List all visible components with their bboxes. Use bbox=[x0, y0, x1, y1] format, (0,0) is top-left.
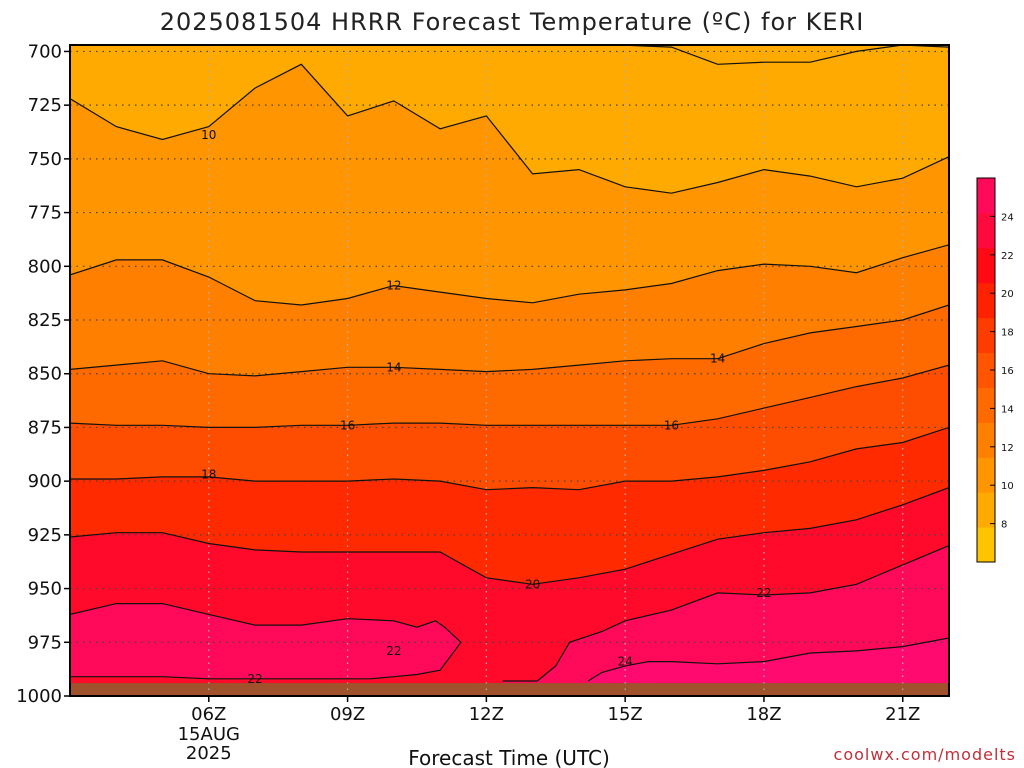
colorbar-swatch-2 bbox=[977, 457, 995, 493]
y-tick-label-725: 725 bbox=[28, 95, 62, 116]
contour-label-22: 22 bbox=[386, 644, 401, 658]
contour-label-14: 14 bbox=[710, 352, 725, 366]
y-axis: 700 725 750 775 800 825 850 875 900 925 950 975 1000 bbox=[16, 41, 70, 707]
y-tick-label-950: 950 bbox=[28, 579, 62, 600]
y-tick-label-975: 975 bbox=[28, 632, 62, 653]
x-axis-label: Forecast Time (UTC) bbox=[408, 746, 610, 768]
colorbar-label-12: 12 bbox=[1001, 443, 1014, 454]
colorbar-swatch-6 bbox=[977, 317, 995, 354]
colorbar-label-24: 24 bbox=[1001, 212, 1014, 223]
x-tick-label-12Z: 12Z bbox=[469, 704, 504, 725]
x-tick-label-09Z: 09Z bbox=[330, 704, 365, 725]
y-tick-label-750: 750 bbox=[28, 149, 62, 170]
ground-layer bbox=[70, 683, 949, 696]
contour-10-1 bbox=[70, 63, 949, 194]
colorbar-label-8: 8 bbox=[1001, 520, 1007, 531]
y-tick-label-925: 925 bbox=[28, 525, 62, 546]
colorbar-label-16: 16 bbox=[1001, 366, 1014, 377]
colorbar-swatch-1 bbox=[977, 492, 995, 528]
credit-text: coolwx.com/modelts bbox=[834, 745, 1016, 764]
contour-8-0 bbox=[620, 45, 949, 65]
y-tick-label-825: 825 bbox=[28, 310, 62, 331]
contour-label-22: 22 bbox=[247, 672, 262, 686]
contour-label-16: 16 bbox=[340, 418, 355, 432]
contour-lines bbox=[70, 45, 949, 682]
y-tick-label-700: 700 bbox=[28, 41, 62, 62]
colorbar-label-14: 14 bbox=[1001, 404, 1014, 415]
contour-16-4 bbox=[70, 364, 949, 428]
x-tick-label-15Z: 15Z bbox=[608, 704, 643, 725]
band-22 bbox=[70, 603, 461, 696]
colorbar-label-18: 18 bbox=[1001, 328, 1014, 339]
x-tick-label-18Z: 18Z bbox=[746, 704, 781, 725]
colorbar-label-10: 10 bbox=[1001, 481, 1014, 492]
colorbar-swatch-3 bbox=[977, 422, 995, 458]
contour-20-6 bbox=[70, 487, 949, 585]
y-tick-label-775: 775 bbox=[28, 203, 62, 224]
contour-12-2 bbox=[70, 244, 949, 306]
contour-18-5 bbox=[70, 426, 949, 491]
contour-label-12: 12 bbox=[386, 279, 401, 293]
y-tick-label-800: 800 bbox=[28, 256, 62, 277]
contour-label-18: 18 bbox=[201, 468, 216, 482]
plot-frame bbox=[69, 44, 950, 697]
x-tick-sublabel-2025: 2025 bbox=[186, 743, 232, 764]
colorbar-swatch-0 bbox=[977, 527, 995, 563]
colorbar-swatch-8 bbox=[977, 247, 995, 284]
x-tick-label-21Z: 21Z bbox=[885, 704, 920, 725]
ground-fill bbox=[70, 683, 949, 696]
colorbar-swatch-10 bbox=[977, 178, 995, 214]
contour-label-24: 24 bbox=[618, 655, 633, 669]
x-tick-label-06Z: 06Z bbox=[191, 704, 226, 725]
y-tick-label-850: 850 bbox=[28, 364, 62, 385]
contour-labels: 10 12 14 14 16 16 18 20 22 22 22 24 bbox=[201, 128, 771, 686]
contour-22-7 bbox=[70, 603, 462, 680]
contour-24-9 bbox=[587, 637, 949, 682]
colorbar: 8 10 12 14 16 18 20 22 24 bbox=[976, 177, 1014, 563]
contour-label-16: 16 bbox=[664, 418, 679, 432]
contour-14-3 bbox=[70, 304, 949, 377]
contour-label-20: 20 bbox=[525, 577, 540, 591]
x-tick-sublabel-15AUG: 15AUG bbox=[178, 724, 240, 745]
colorbar-swatch-7 bbox=[977, 282, 995, 319]
chart-title: 2025081504 HRRR Forecast Temperature (ºC… bbox=[160, 8, 865, 36]
y-tick-label-1000: 1000 bbox=[16, 686, 62, 707]
y-tick-label-900: 900 bbox=[28, 471, 62, 492]
colorbar-swatch-9 bbox=[977, 212, 995, 249]
contour-label-14: 14 bbox=[386, 360, 401, 374]
colorbar-label-20: 20 bbox=[1001, 289, 1014, 300]
colorbar-swatch-5 bbox=[977, 352, 995, 388]
colorbar-label-22: 22 bbox=[1001, 251, 1014, 262]
contour-22-8 bbox=[502, 545, 949, 682]
contour-label-22: 22 bbox=[756, 586, 771, 600]
grid-lines bbox=[70, 45, 949, 696]
plot-area: 10 12 14 14 16 16 18 20 22 22 22 24 bbox=[70, 45, 949, 696]
band-24 bbox=[588, 638, 949, 696]
contour-label-10: 10 bbox=[201, 128, 216, 142]
y-tick-label-875: 875 bbox=[28, 417, 62, 438]
colorbar-swatch-4 bbox=[977, 387, 995, 423]
